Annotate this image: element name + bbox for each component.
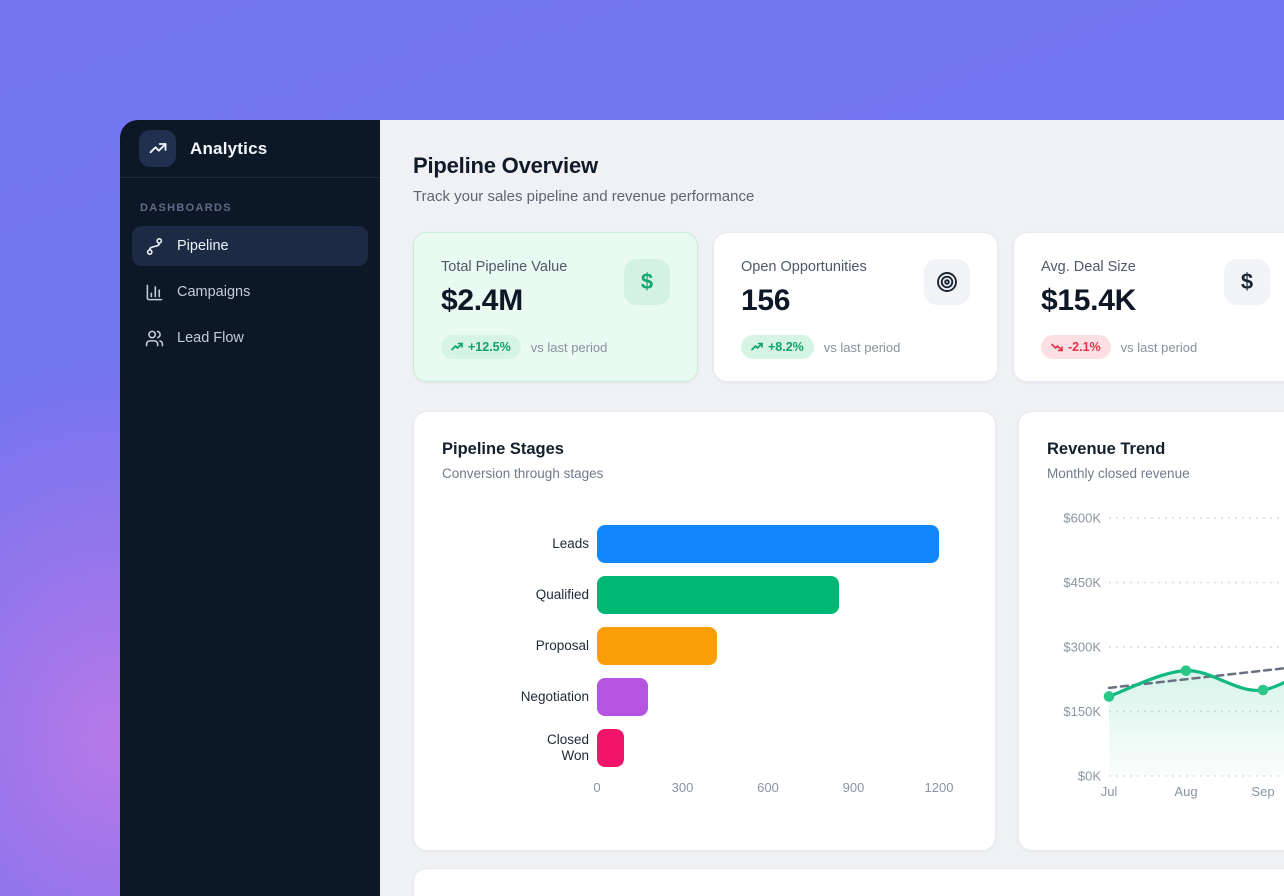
brand-title: Analytics: [190, 138, 268, 158]
dollar-icon: $: [624, 259, 670, 305]
pipeline-icon: [146, 237, 163, 255]
trend-up-icon: [451, 342, 463, 351]
bar-row-leads: Leads: [442, 525, 967, 563]
page-title: Pipeline Overview: [413, 153, 598, 178]
trend-down-icon: [1051, 343, 1063, 352]
kpi-comparison: vs last period: [823, 339, 901, 355]
dollar-icon: $: [1224, 259, 1270, 305]
bar-closed-won: [597, 729, 625, 767]
bar-row-negotiation: Negotiation: [442, 678, 967, 716]
chart-title: Revenue Trend: [1047, 440, 1166, 458]
revenue-trend-plot: $600K $450K $300K $150K $0K Jul Aug Sep: [1019, 500, 1284, 808]
charts-row: Pipeline Stages Conversion through stage…: [413, 411, 1284, 851]
sidebar-item-pipeline[interactable]: Pipeline: [132, 226, 368, 266]
partial-bottom-card: [413, 868, 1284, 896]
target-icon: [924, 259, 970, 305]
bar-row-qualified: Qualified: [442, 576, 967, 614]
kpi-label: Open Opportunities: [741, 259, 867, 275]
kpi-card-total-pipeline-value: Total Pipeline Value $2.4M $ +12.5% vs l…: [413, 232, 698, 382]
kpi-card-avg-deal-size: Avg. Deal Size $15.4K $ -2.1% vs last pe…: [1013, 232, 1284, 382]
kpi-card-open-opportunities: Open Opportunities 156 +8.2% vs last per…: [713, 232, 998, 382]
sidebar: Analytics DASHBOARDS Pipeline Campaigns: [120, 120, 380, 896]
trend-up-icon: [751, 342, 763, 351]
users-icon: [145, 330, 164, 346]
bar-leads: [597, 525, 939, 563]
sidebar-item-campaigns[interactable]: Campaigns: [132, 272, 368, 312]
bar-row-proposal: Proposal: [442, 627, 967, 665]
delta-badge: +8.2%: [741, 335, 814, 359]
sidebar-header: Analytics: [120, 120, 380, 178]
sidebar-section-label: DASHBOARDS: [140, 202, 232, 214]
chart-title: Pipeline Stages: [442, 440, 564, 458]
bar-qualified: [597, 576, 840, 614]
svg-text:Jul: Jul: [1101, 784, 1118, 799]
svg-text:$150K: $150K: [1063, 704, 1101, 719]
kpi-value: $2.4M: [441, 284, 523, 317]
sidebar-item-lead-flow[interactable]: Lead Flow: [132, 318, 368, 358]
kpi-value: 156: [741, 284, 791, 317]
svg-text:$300K: $300K: [1063, 640, 1101, 655]
chart-subtitle: Conversion through stages: [442, 466, 604, 481]
page-subtitle: Track your sales pipeline and revenue pe…: [413, 188, 755, 205]
kpi-row: Total Pipeline Value $2.4M $ +12.5% vs l…: [413, 232, 1284, 382]
svg-text:Aug: Aug: [1174, 784, 1197, 799]
kpi-label: Avg. Deal Size: [1041, 259, 1136, 275]
pipeline-stages-card: Pipeline Stages Conversion through stage…: [413, 411, 996, 851]
kpi-value: $15.4K: [1041, 284, 1136, 317]
bar-proposal: [597, 627, 717, 665]
chart-subtitle: Monthly closed revenue: [1047, 466, 1190, 481]
svg-text:Sep: Sep: [1251, 784, 1274, 799]
analytics-logo-icon: [139, 130, 176, 167]
svg-text:$0K: $0K: [1078, 769, 1101, 784]
svg-text:$600K: $600K: [1063, 511, 1101, 526]
x-axis: 0 300 600 900 1200: [593, 780, 954, 795]
sidebar-nav: Pipeline Campaigns Lead Flow: [120, 226, 380, 358]
revenue-trend-card: Revenue Trend Monthly closed revenue $60…: [1018, 411, 1284, 851]
pipeline-stages-plot: Leads Qualified Proposal Negotiation: [442, 525, 967, 798]
delta-badge: -2.1%: [1041, 335, 1111, 359]
delta-badge: +12.5%: [441, 335, 521, 359]
bar-negotiation: [597, 678, 649, 716]
svg-text:$450K: $450K: [1063, 575, 1101, 590]
app-window: Analytics DASHBOARDS Pipeline Campaigns: [120, 120, 1284, 896]
kpi-comparison: vs last period: [1120, 339, 1198, 355]
bar-chart-icon: [146, 284, 163, 300]
kpi-label: Total Pipeline Value: [441, 259, 568, 275]
bar-row-closed-won: Closed Won: [442, 729, 967, 767]
kpi-comparison: vs last period: [530, 339, 608, 355]
main-content: Pipeline Overview Track your sales pipel…: [380, 120, 1284, 896]
